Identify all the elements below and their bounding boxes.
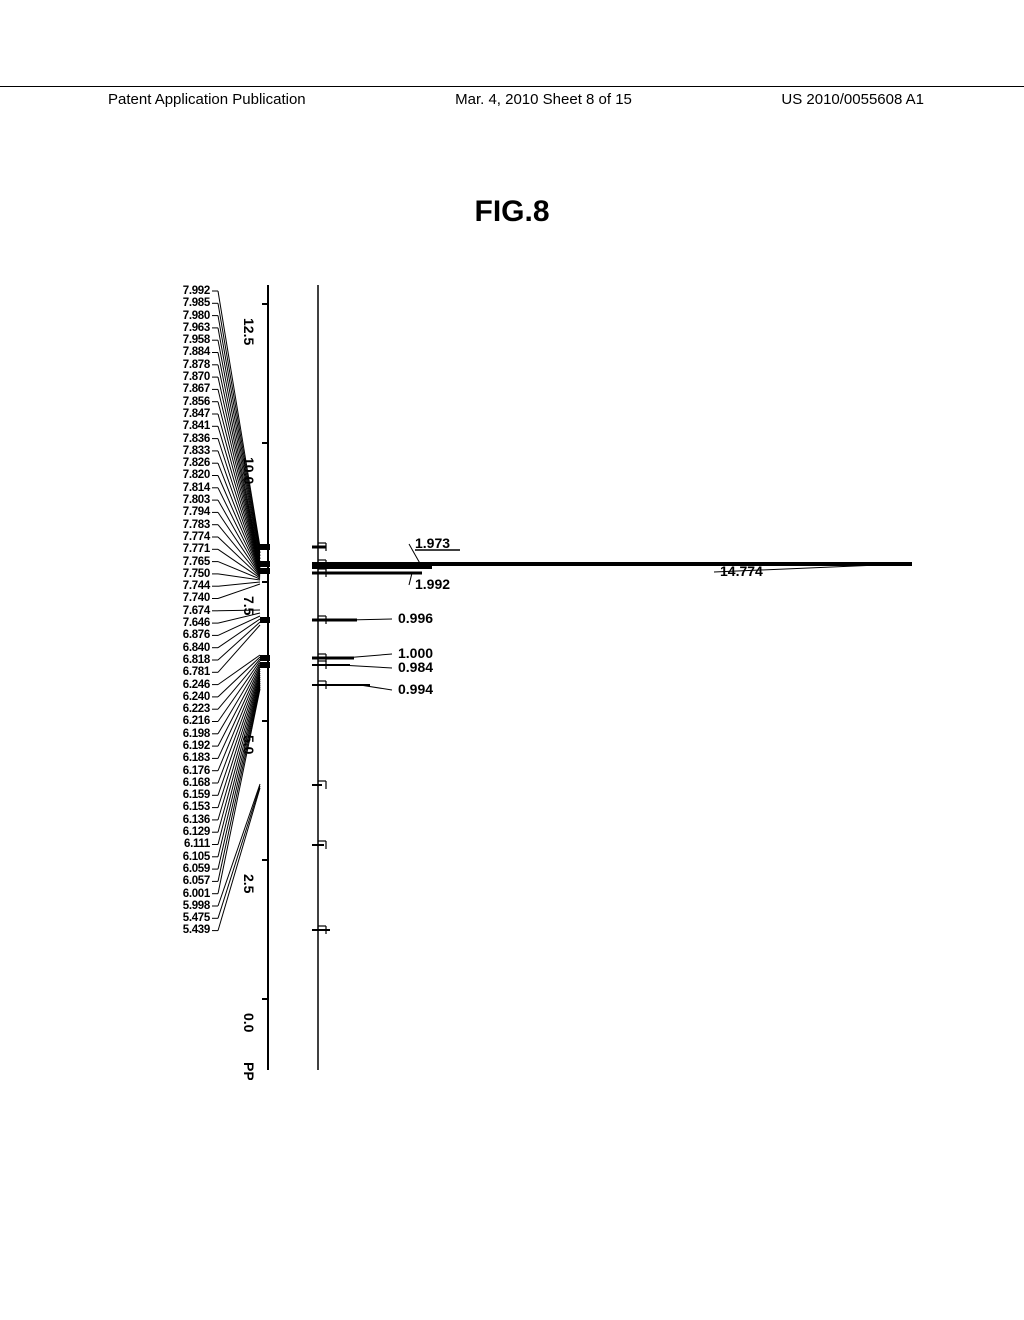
nmr-spectrum: 12.510.07.55.02.50.0PPM14.7741.9731.9920… [140,280,940,1080]
svg-text:14.774: 14.774 [720,563,763,579]
svg-text:0.994: 0.994 [398,681,433,697]
svg-text:7.5: 7.5 [241,596,257,616]
svg-text:PPM: PPM [241,1062,257,1080]
svg-text:2.5: 2.5 [241,874,257,894]
header-left: Patent Application Publication [108,91,306,108]
svg-text:0.996: 0.996 [398,610,433,626]
figure-title: FIG.8 [474,195,549,229]
svg-text:0.0: 0.0 [241,1013,257,1033]
header-right: US 2010/0055608 A1 [781,91,924,108]
page-header: Patent Application Publication Mar. 4, 2… [0,86,1024,108]
svg-text:1.992: 1.992 [415,576,450,592]
svg-text:12.5: 12.5 [241,318,257,345]
svg-text:1.973: 1.973 [415,535,450,551]
svg-text:0.984: 0.984 [398,659,433,675]
header-center: Mar. 4, 2010 Sheet 8 of 15 [455,91,632,108]
